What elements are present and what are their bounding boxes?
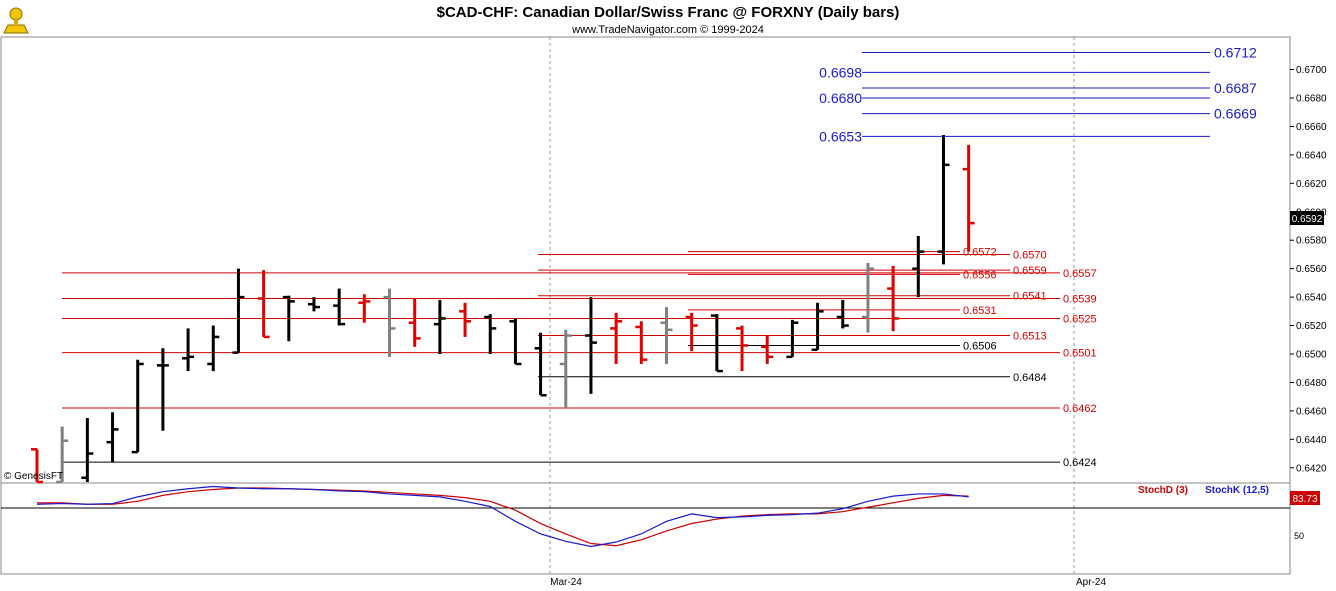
level-label: 0.6669: [1214, 106, 1257, 122]
stoch-value-label: 83.73: [1292, 494, 1317, 505]
ohlc-bar: [182, 328, 195, 372]
ohlc-bar: [509, 318, 522, 366]
legend-stoch-k: StochK (12,5): [1205, 485, 1269, 496]
ohlc-bar: [710, 314, 723, 373]
level-label: 0.6539: [1063, 294, 1097, 306]
date-axis: Mar-24 Apr-24: [550, 577, 1106, 588]
legend-stoch-d: StochD (3): [1138, 485, 1188, 496]
level-label: 0.6687: [1214, 80, 1257, 96]
stoch-axis-tick-50: 50: [1294, 531, 1304, 541]
support-resistance-levels: 0.6712 0.6698 0.6687 0.6680 0.6669 0.6653 0.65…: [62, 44, 1257, 469]
ohlc-bar: [559, 329, 572, 409]
ohlc-bar: [232, 268, 245, 354]
watermark: © GenesisFT: [4, 471, 63, 482]
y-tick-label: 0.6660: [1296, 122, 1327, 133]
ohlc-bar: [282, 295, 295, 342]
ohlc-bar: [31, 448, 43, 484]
ohlc-bar: [660, 307, 673, 364]
ohlc-bar: [811, 302, 824, 351]
ohlc-bar: [333, 288, 346, 326]
x-label-mar: Mar-24: [550, 577, 582, 588]
level-label: 0.6712: [1214, 44, 1257, 60]
ohlc-bar: [156, 348, 169, 431]
y-tick-label: 0.6560: [1296, 264, 1327, 275]
ohlc-bar: [635, 321, 648, 364]
stoch-value-box: [1290, 491, 1320, 505]
last-price-label: 0.6592: [1292, 214, 1323, 225]
ohlc-bar: [358, 294, 371, 323]
y-tick-label: 0.6420: [1296, 463, 1327, 474]
level-label: 0.6572: [963, 247, 997, 259]
stoch-d-line: [37, 487, 969, 547]
level-label: 0.6531: [963, 305, 997, 317]
ohlc-bar: [383, 288, 396, 357]
level-label: 0.6484: [1013, 372, 1047, 384]
level-label: 0.6424: [1063, 457, 1097, 469]
level-label: 0.6570: [1013, 249, 1047, 261]
price-axis: 0.67000.66800.66600.66400.66200.66000.65…: [1290, 65, 1327, 474]
y-tick-label: 0.6540: [1296, 293, 1327, 304]
x-label-apr: Apr-24: [1076, 577, 1106, 588]
level-label: 0.6698: [819, 64, 862, 80]
ohlc-bar: [257, 270, 270, 339]
y-tick-label: 0.6700: [1296, 65, 1327, 76]
level-label: 0.6653: [819, 128, 862, 144]
level-label: 0.6513: [1013, 331, 1047, 343]
ohlc-bar: [887, 265, 900, 332]
y-tick-label: 0.6640: [1296, 150, 1327, 161]
ohlc-bar: [861, 262, 874, 333]
ohlc-bar: [106, 412, 119, 463]
y-tick-label: 0.6480: [1296, 378, 1327, 389]
price-panel-frame: [0, 36, 1291, 484]
ohlc-bar: [584, 297, 597, 394]
level-label: 0.6506: [963, 340, 997, 352]
ohlc-bars: [31, 134, 975, 484]
ohlc-bar: [736, 325, 749, 372]
level-label: 0.6501: [1063, 348, 1097, 360]
y-tick-label: 0.6440: [1296, 435, 1327, 446]
ohlc-bar: [912, 235, 925, 298]
level-label: 0.6557: [1063, 268, 1097, 280]
ohlc-bar: [761, 335, 774, 364]
y-tick-label: 0.6500: [1296, 350, 1327, 361]
level-label: 0.6680: [819, 90, 862, 106]
stoch-k-line: [36, 485, 969, 548]
ohlc-bar: [207, 325, 220, 372]
ohlc-bar: [81, 418, 94, 482]
ohlc-bar: [685, 312, 698, 352]
ohlc-bar: [786, 319, 799, 359]
ohlc-bar: [433, 299, 446, 354]
y-tick-label: 0.6680: [1296, 94, 1327, 105]
level-label: 0.6525: [1063, 313, 1097, 325]
ohlc-bar: [408, 298, 421, 347]
chart-title: $CAD-CHF: Canadian Dollar/Swiss Franc @ …: [437, 4, 900, 21]
ohlc-bar: [56, 426, 69, 484]
last-price-badge: 0.6592: [1290, 211, 1324, 225]
ohlc-bar: [484, 314, 497, 354]
level-label: 0.6559: [1013, 265, 1047, 277]
ohlc-bar: [836, 299, 849, 329]
ohlc-bar: [534, 332, 547, 397]
y-tick-label: 0.6460: [1296, 406, 1327, 417]
y-tick-label: 0.6580: [1296, 236, 1327, 247]
bell-trophy-icon: [3, 7, 29, 34]
ohlc-bar: [307, 297, 320, 312]
ohlc-bar: [937, 134, 950, 265]
stochastic-panel: StochD (3) StochK (12,5) 83.73 50: [1, 485, 1320, 548]
stoch-panel-frame: [0, 482, 1291, 575]
chart-header: $CAD-CHF: Canadian Dollar/Swiss Franc @ …: [3, 4, 900, 36]
level-label: 0.6541: [1013, 291, 1047, 303]
ohlc-bar: [962, 144, 975, 252]
y-tick-label: 0.6620: [1296, 179, 1327, 190]
last-price-box: [1290, 211, 1324, 225]
level-label: 0.6462: [1063, 403, 1097, 415]
level-label: 0.6556: [963, 269, 997, 281]
y-tick-label: 0.6520: [1296, 321, 1327, 332]
ohlc-bar: [131, 359, 144, 454]
ohlc-bar: [459, 302, 472, 337]
ohlc-bar: [610, 312, 623, 364]
chart-subtitle: www.TradeNavigator.com © 1999-2024: [571, 24, 764, 36]
